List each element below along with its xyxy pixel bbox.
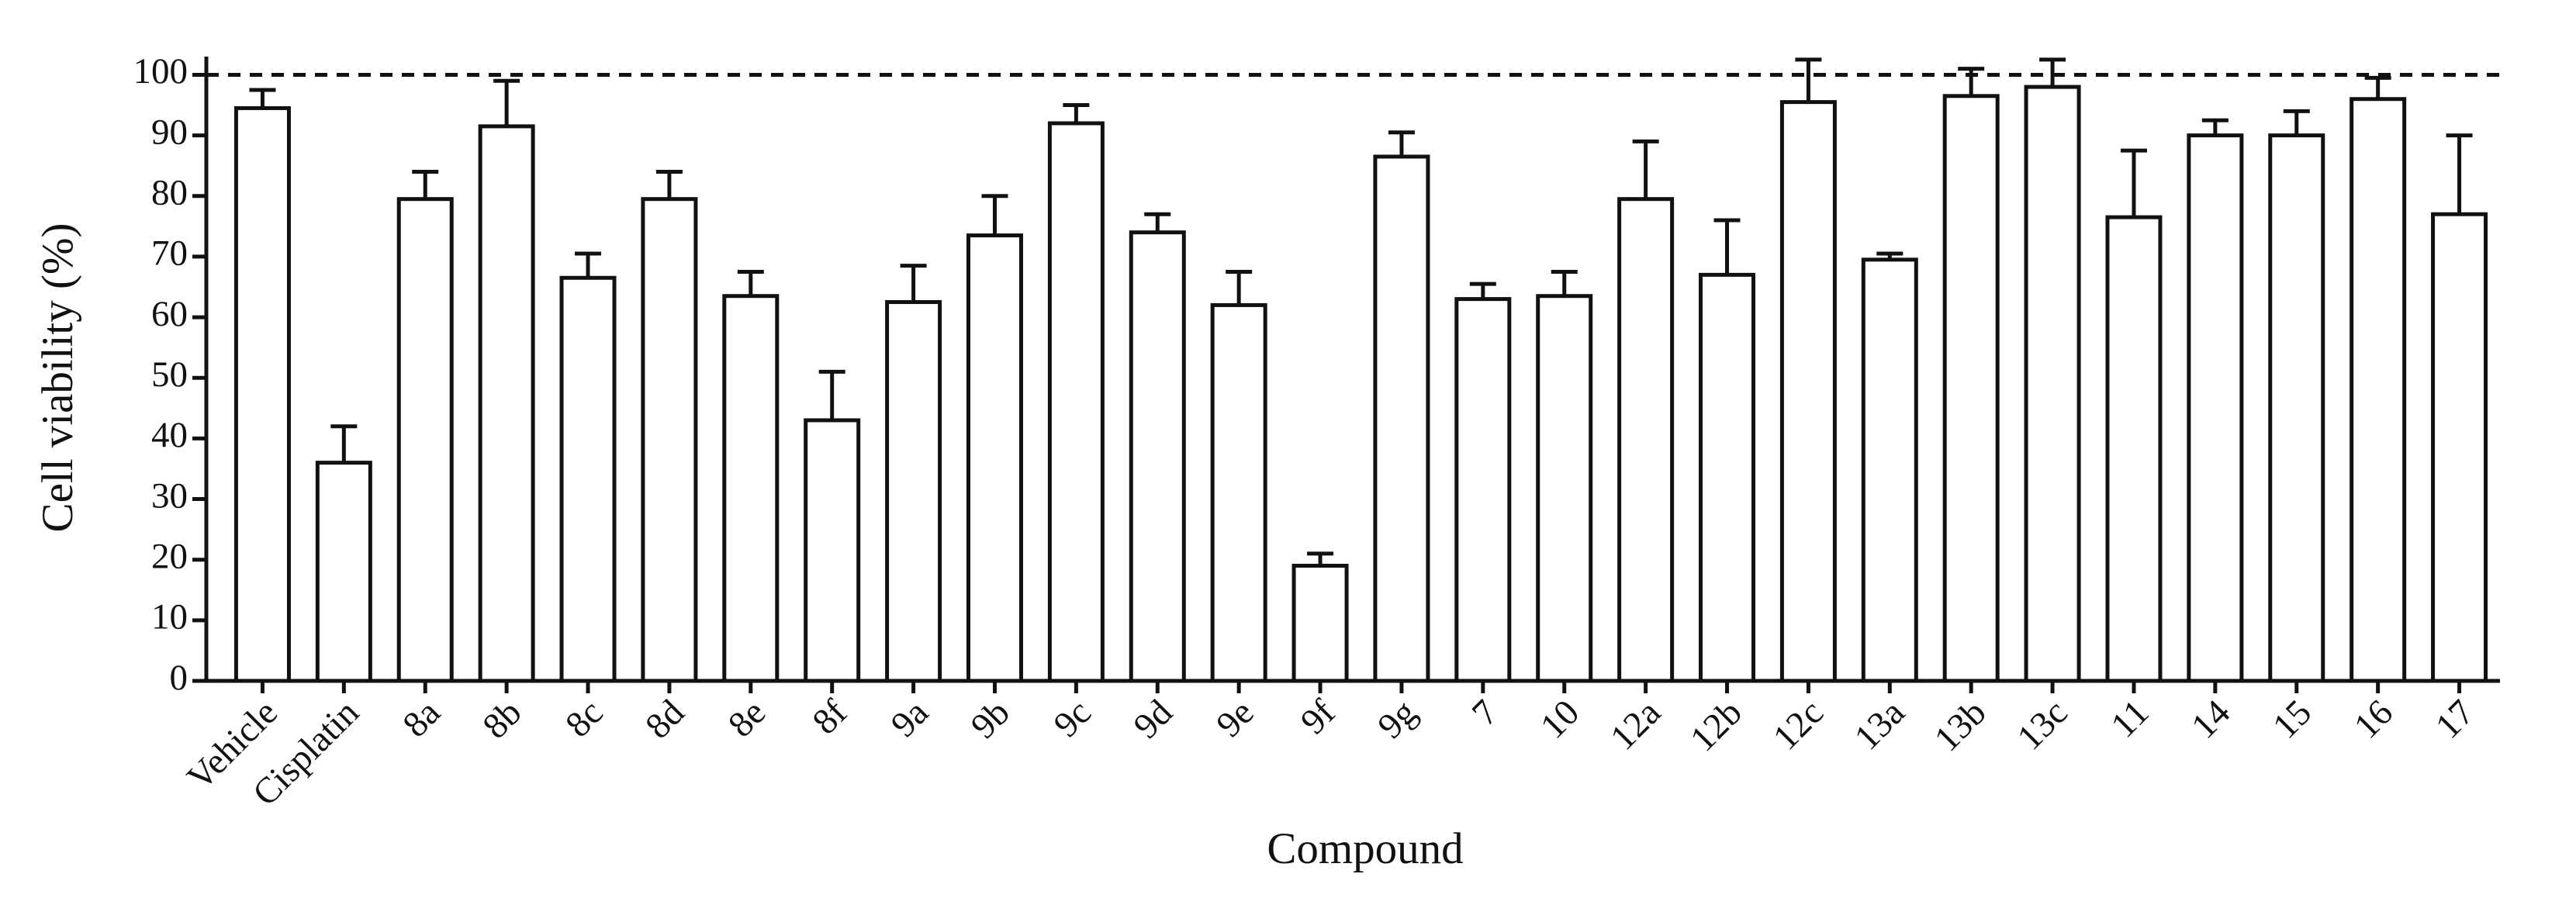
bar	[1291, 564, 1349, 683]
x-tick-label: 13c	[2010, 693, 2076, 758]
bar	[2024, 85, 2081, 683]
x-tick-label: 12a	[1603, 693, 1668, 758]
bar	[966, 233, 1023, 683]
x-tick-label: 9c	[1046, 693, 1099, 745]
x-tick-label: 7	[1464, 693, 1506, 734]
bar	[2350, 97, 2407, 683]
bar	[1779, 100, 1837, 683]
y-tick-label: 80	[151, 173, 188, 213]
y-axis-title: Cell viability (%)	[33, 223, 82, 533]
x-tick-label: 13b	[1927, 693, 1994, 760]
x-tick-label: 9e	[1208, 693, 1261, 745]
bar	[2105, 215, 2163, 683]
x-tick-label: 9f	[1293, 692, 1343, 742]
bar	[804, 418, 861, 683]
x-tick-label: 8f	[805, 692, 856, 742]
bar	[1699, 272, 1756, 683]
bar	[1210, 302, 1267, 683]
bar	[1942, 94, 2000, 683]
x-tick-label: 9a	[883, 693, 936, 745]
bar	[396, 197, 454, 683]
y-tick-label: 60	[151, 294, 188, 334]
bar	[722, 294, 780, 683]
x-tick-label: 9b	[963, 693, 1018, 747]
x-tick-label: 8b	[475, 693, 530, 747]
y-tick-label: 90	[151, 112, 188, 152]
x-tick-label: 8d	[638, 693, 692, 747]
x-tick-label: 9d	[1126, 693, 1181, 747]
bar	[233, 105, 291, 683]
x-tick-label: 13a	[1847, 693, 1913, 758]
bar	[1454, 297, 1512, 683]
bar	[1536, 294, 1593, 683]
bar	[1861, 257, 1918, 683]
x-tick-label: 11	[2104, 693, 2157, 746]
x-tick-label: 16	[2346, 693, 2401, 747]
x-tick-label: 8a	[395, 693, 448, 745]
x-tick-label: 10	[1533, 693, 1587, 747]
x-tick-label: 15	[2265, 693, 2319, 747]
bar	[2431, 212, 2488, 683]
x-tick-label: 17	[2428, 693, 2482, 747]
y-tick-label: 20	[151, 536, 188, 576]
bar	[559, 275, 617, 683]
bar	[1047, 121, 1105, 683]
x-tick-label: 12c	[1765, 693, 1831, 758]
bar	[478, 124, 535, 683]
x-axis-title: Compound	[1267, 824, 1463, 873]
y-tick-label: 30	[151, 475, 188, 516]
bar	[641, 197, 698, 683]
y-tick-label: 10	[151, 597, 188, 637]
bar	[1373, 154, 1430, 683]
x-tick-label: 12b	[1682, 693, 1750, 760]
y-tick-label: 0	[170, 658, 188, 698]
bar	[2268, 133, 2325, 683]
bar	[1129, 230, 1186, 683]
bar	[885, 300, 942, 683]
y-tick-label: 40	[151, 415, 188, 455]
bar	[315, 461, 372, 683]
x-tick-label: 8e	[721, 693, 773, 745]
y-tick-label: 100	[133, 51, 188, 92]
x-tick-label: 14	[2184, 693, 2238, 747]
y-tick-label: 50	[151, 354, 188, 395]
x-tick-label: 9g	[1370, 693, 1424, 747]
bar	[2187, 133, 2244, 683]
bar	[1617, 197, 1675, 683]
y-tick-label: 70	[151, 233, 188, 274]
x-tick-label: 8c	[558, 693, 610, 745]
